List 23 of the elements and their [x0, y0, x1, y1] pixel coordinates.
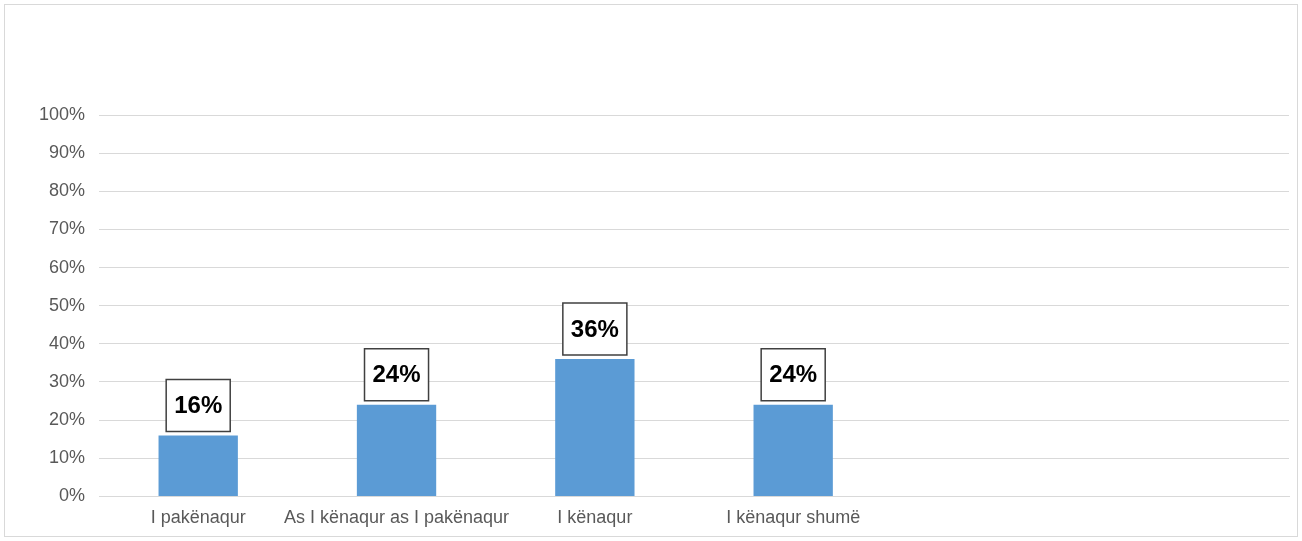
y-tick-label: 10%	[49, 447, 86, 468]
x-tick-label: I kënaqur	[557, 507, 633, 528]
y-tick-label: 0%	[59, 485, 86, 506]
x-tick-label: I kënaqur shumë	[726, 507, 861, 528]
y-tick-label: 80%	[49, 180, 86, 201]
y-tick-label: 70%	[49, 218, 86, 239]
x-tick-label: I pakënaqur	[150, 507, 246, 528]
y-tick-label: 20%	[49, 409, 86, 430]
bar	[753, 404, 833, 496]
data-label: 16%	[174, 391, 223, 418]
y-tick-label: 30%	[49, 370, 86, 391]
data-label: 36%	[570, 314, 619, 342]
y-tick-label: 100%	[38, 103, 86, 124]
bar	[356, 404, 437, 496]
bar	[158, 435, 238, 496]
y-tick-label: 40%	[49, 332, 86, 353]
y-tick-label: 60%	[49, 256, 86, 277]
y-tick-label: 50%	[49, 294, 86, 315]
data-label: 24%	[372, 360, 421, 388]
y-tick-label: 90%	[49, 142, 86, 163]
bar	[555, 359, 635, 496]
data-label: 24%	[769, 360, 818, 388]
x-tick-label: As I kënaqur as I pakënaqur	[283, 507, 510, 528]
